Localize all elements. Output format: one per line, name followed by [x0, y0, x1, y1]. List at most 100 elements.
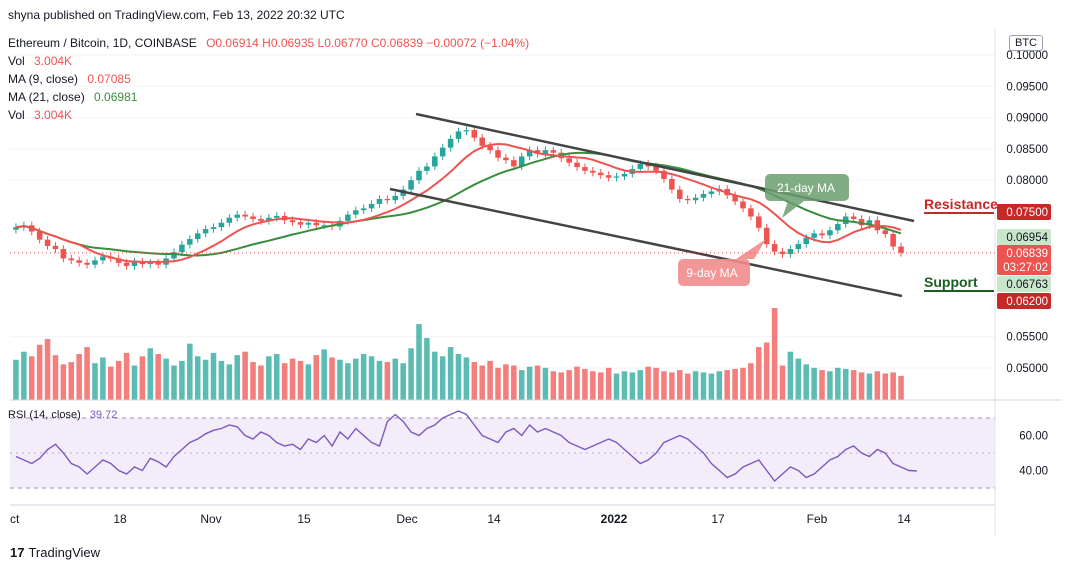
legend-vol-2[interactable]: Vol 3.004K	[8, 108, 72, 122]
candle-body	[511, 160, 517, 167]
volume-bar	[187, 343, 193, 400]
volume-bar	[858, 372, 865, 400]
rsi-line	[15, 410, 917, 483]
legend-value: 3.004K	[34, 108, 73, 122]
legend-value: 3.004K	[34, 54, 73, 68]
price-tags: 0.06954 0.06839 03:27:02 0.06763 0.07500 0.06…	[997, 204, 1051, 309]
volume-bar	[842, 368, 849, 400]
currency-button[interactable]: BTC	[1009, 35, 1043, 51]
volume-bar	[669, 372, 675, 400]
volume-bar	[692, 371, 699, 400]
volume-bar	[321, 349, 327, 400]
time-tick-label: Dec	[396, 512, 417, 526]
price-tag-label: 0.06839	[1006, 248, 1048, 260]
legend-ma21[interactable]: MA (21, close) 0.06981	[8, 90, 137, 104]
price-tag-label: 03:27:02	[1003, 262, 1048, 274]
channel-lower-line	[389, 187, 903, 298]
time-tick-label: ct	[10, 512, 20, 526]
volume-bar	[226, 364, 233, 400]
legend-label: Vol	[8, 54, 25, 68]
candle-body	[590, 170, 596, 173]
candle-body	[313, 222, 320, 226]
volume-bar	[266, 356, 272, 400]
volume-bar	[218, 360, 225, 400]
volume-bar	[52, 355, 59, 400]
volume-bar	[827, 371, 833, 400]
time-axis[interactable]: ct 18 Nov 15 Dec 14 2022 17 Feb 14	[10, 512, 911, 526]
candle-body	[858, 219, 865, 226]
ma9-line	[15, 142, 902, 263]
candle-body	[416, 170, 422, 181]
candle-body	[447, 138, 454, 148]
candle-body	[684, 198, 691, 201]
volume-bar	[835, 367, 841, 400]
candle-body	[495, 150, 501, 158]
candle-body	[526, 150, 533, 157]
main-pane	[10, 28, 995, 400]
candle-body	[653, 166, 659, 171]
volume-bar	[408, 348, 414, 400]
candle-body	[297, 222, 304, 225]
candle-body	[771, 244, 778, 252]
candle-body	[305, 222, 312, 225]
candle-body	[487, 145, 493, 151]
rsi-legend[interactable]: RSI (14, close) 39.72	[8, 409, 117, 421]
volume-bar	[400, 363, 406, 400]
price-axis[interactable]: 0.10000 0.09500 0.09000 0.08500 0.08000 0.055…	[1006, 50, 1048, 375]
volume-bar	[550, 371, 557, 400]
candle-body	[368, 203, 375, 209]
volume-bar	[368, 356, 375, 400]
volume-bar	[653, 367, 659, 400]
candle-body	[748, 208, 754, 217]
volume-bar	[708, 373, 715, 400]
candle-body	[582, 167, 588, 171]
volume-bar	[574, 366, 580, 400]
candle-body	[187, 239, 193, 245]
volume-bar	[882, 373, 889, 400]
symbol-name[interactable]: Ethereum / Bitcoin, 1D, COINBASE	[8, 36, 197, 50]
candle-body	[439, 147, 446, 157]
candle-body	[835, 224, 841, 231]
price-tick-label: 0.08000	[1006, 175, 1048, 187]
legend-ma9[interactable]: MA (9, close) 0.07085	[8, 72, 131, 86]
candle-body	[218, 222, 225, 228]
volume-bars	[13, 308, 904, 400]
time-tick-label: Feb	[807, 512, 828, 526]
volume-bar	[629, 372, 636, 400]
volume-bar	[13, 359, 19, 400]
legend-value: 0.07085	[87, 72, 131, 86]
volume-bar	[360, 354, 367, 400]
volume-bar	[439, 356, 446, 400]
price-tick-label: 0.09500	[1006, 81, 1048, 93]
symbol-line: Ethereum / Bitcoin, 1D, COINBASE O0.0691…	[8, 36, 529, 50]
time-tick-label: Nov	[200, 512, 221, 526]
legend-label: MA (9, close)	[8, 72, 79, 86]
price-tag-ma21	[997, 229, 1051, 245]
candle-body	[155, 262, 161, 265]
ohlc-low: L0.06770	[317, 36, 368, 50]
volume-bar	[756, 347, 762, 400]
footer-brand[interactable]: 17 TradingView	[10, 545, 100, 560]
volume-bar	[171, 365, 177, 400]
candle-body	[234, 214, 240, 218]
candle-body	[827, 230, 833, 236]
candle-body	[669, 178, 675, 190]
candle-body	[100, 256, 106, 261]
volume-bar	[566, 370, 572, 400]
volume-bar	[337, 359, 343, 400]
legend-vol-1[interactable]: Vol 3.004K	[8, 54, 72, 68]
candle-body	[68, 258, 75, 261]
candle-body	[131, 261, 138, 266]
volume-bar	[210, 352, 217, 400]
candle-body	[597, 172, 604, 176]
ohlc-open: O0.06914	[206, 36, 259, 50]
price-tag-countdown	[997, 259, 1051, 275]
candle-body	[692, 197, 699, 201]
candle-body	[677, 189, 683, 199]
volume-bar	[590, 371, 596, 400]
time-tick-label: 15	[297, 512, 311, 526]
candle-body	[384, 198, 391, 201]
rsi-axis: 60.00 40.00	[1019, 431, 1048, 478]
candle-body	[44, 239, 51, 246]
